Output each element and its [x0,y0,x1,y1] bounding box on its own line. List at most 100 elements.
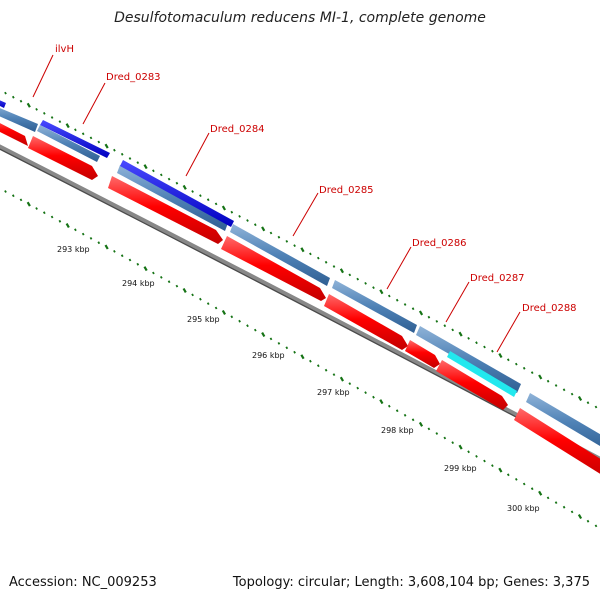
minor-tick [293,350,296,354]
leader-Dred_0286 [386,246,412,290]
minor-tick [269,337,273,341]
minor-tick [159,275,163,279]
gene-block [37,125,100,162]
gene-block [526,393,600,447]
minor-tick [230,210,234,214]
leader-Dred_0283 [82,82,106,125]
cds-arrow [405,340,440,368]
minor-tick [324,368,328,372]
forward-feature [40,120,110,158]
cds-arrow [108,176,223,244]
highlight-feature [447,351,517,397]
forward-feature [0,100,6,108]
minor-tick [214,306,218,310]
minor-tick [443,436,447,440]
minor-tick [136,262,140,266]
gene-label: Dred_0286 [412,238,467,249]
minor-tick [277,235,281,239]
minor-tick [42,111,46,115]
minor-tick [586,519,590,523]
minor-tick [113,249,116,253]
minor-tick [230,315,234,319]
leader-ilvH [32,54,54,98]
minor-tick [246,219,249,222]
minor-tick [514,362,518,366]
minor-tick [35,107,38,111]
major-tick [379,289,384,295]
major-tick [143,164,148,170]
major-tick [261,332,266,338]
minor-tick [58,120,62,124]
minor-tick [506,358,510,362]
gene-track [0,108,600,447]
minor-tick [293,244,296,248]
minor-tick [74,128,77,132]
minor-tick [475,341,478,345]
minor-tick [4,91,7,95]
major-tick [538,490,543,496]
minor-tick [58,219,62,223]
genome-backbone-shadow [0,148,600,463]
minor-tick [50,116,54,119]
forward-feature [120,160,234,227]
minor-tick [113,148,116,152]
minor-tick [332,373,336,377]
minor-tick [522,482,526,486]
minor-tick [443,324,447,328]
minor-tick [435,319,439,323]
minor-tick [364,391,367,395]
minor-tick [395,298,399,302]
minor-tick [570,510,574,514]
leader-Dred_0288 [496,311,521,353]
minor-tick [411,418,415,422]
topology-summary-text: Topology: circular; Length: 3,608,104 bp… [232,575,590,590]
cds-arrow [436,360,508,410]
minor-tick [120,254,124,258]
gene-labels: ilvH Dred_0283 Dred_0284 Dred_0285 Dred_… [55,44,577,314]
minor-tick [199,297,202,301]
major-tick [577,395,583,401]
minor-tick [81,132,85,136]
minor-tick [269,231,273,235]
minor-tick [35,207,38,210]
minor-tick [467,450,470,454]
inner-tick-row [4,190,598,528]
minor-tick [530,487,534,491]
kbp-label: 296 kbp [252,351,285,360]
minor-tick [475,454,478,458]
minor-tick [427,315,431,319]
minor-tick [514,477,518,481]
minor-tick [285,346,289,350]
minor-tick [238,214,241,218]
minor-tick [191,190,194,193]
minor-tick [491,464,494,468]
minor-tick [128,157,132,160]
kbp-labels: 293 kbp 294 kbp 295 kbp 296 kbp 297 kbp … [57,245,540,513]
outer-tick-row [4,91,598,409]
minor-tick [97,241,101,245]
major-tick [221,309,227,315]
accession-text: Accession: NC_009253 [9,575,157,590]
minor-tick [403,303,407,306]
major-tick [577,514,583,520]
leader-Dred_0284 [185,132,210,177]
major-tick [26,102,31,108]
minor-tick [372,286,375,290]
minor-tick [435,432,439,435]
minor-tick [364,281,367,285]
minor-tick [522,366,526,370]
minor-tick [594,524,598,528]
gene-block [416,326,521,393]
minor-tick [214,202,218,206]
kbp-label: 294 kbp [122,279,155,288]
minor-tick [191,293,194,297]
kbp-label: 295 kbp [187,315,220,324]
gene-label: Dred_0288 [522,303,577,314]
minor-tick [167,280,171,284]
gene-label: Dred_0287 [470,273,525,284]
minor-tick [387,404,391,408]
minor-tick [42,211,46,215]
minor-tick [253,328,257,332]
